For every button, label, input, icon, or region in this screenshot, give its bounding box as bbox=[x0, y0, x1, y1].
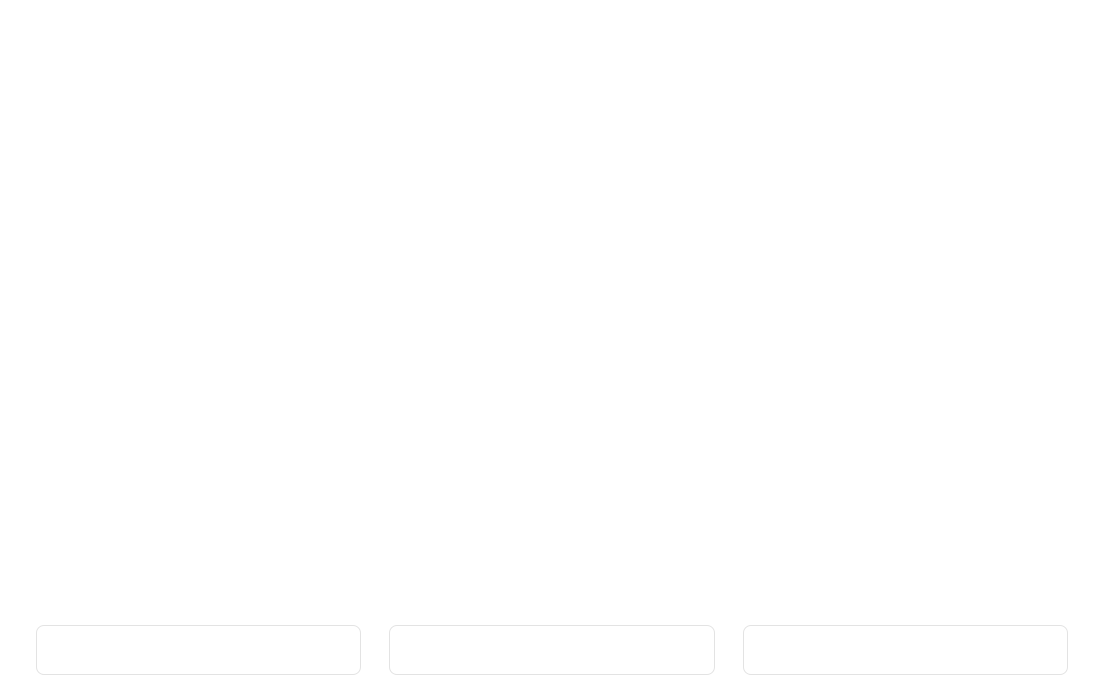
gauge-svg bbox=[0, 0, 1104, 570]
legend-label-row bbox=[400, 640, 703, 648]
legend-label-row bbox=[47, 640, 350, 648]
legend-card-avg bbox=[389, 625, 714, 675]
legend-label-row bbox=[754, 640, 1057, 648]
legend-card-min bbox=[36, 625, 361, 675]
legend-card-max bbox=[743, 625, 1068, 675]
dot-icon bbox=[897, 640, 905, 648]
gauge-chart bbox=[0, 0, 1104, 570]
dot-icon bbox=[544, 640, 552, 648]
dot-icon bbox=[191, 640, 199, 648]
legend-row bbox=[0, 625, 1104, 675]
